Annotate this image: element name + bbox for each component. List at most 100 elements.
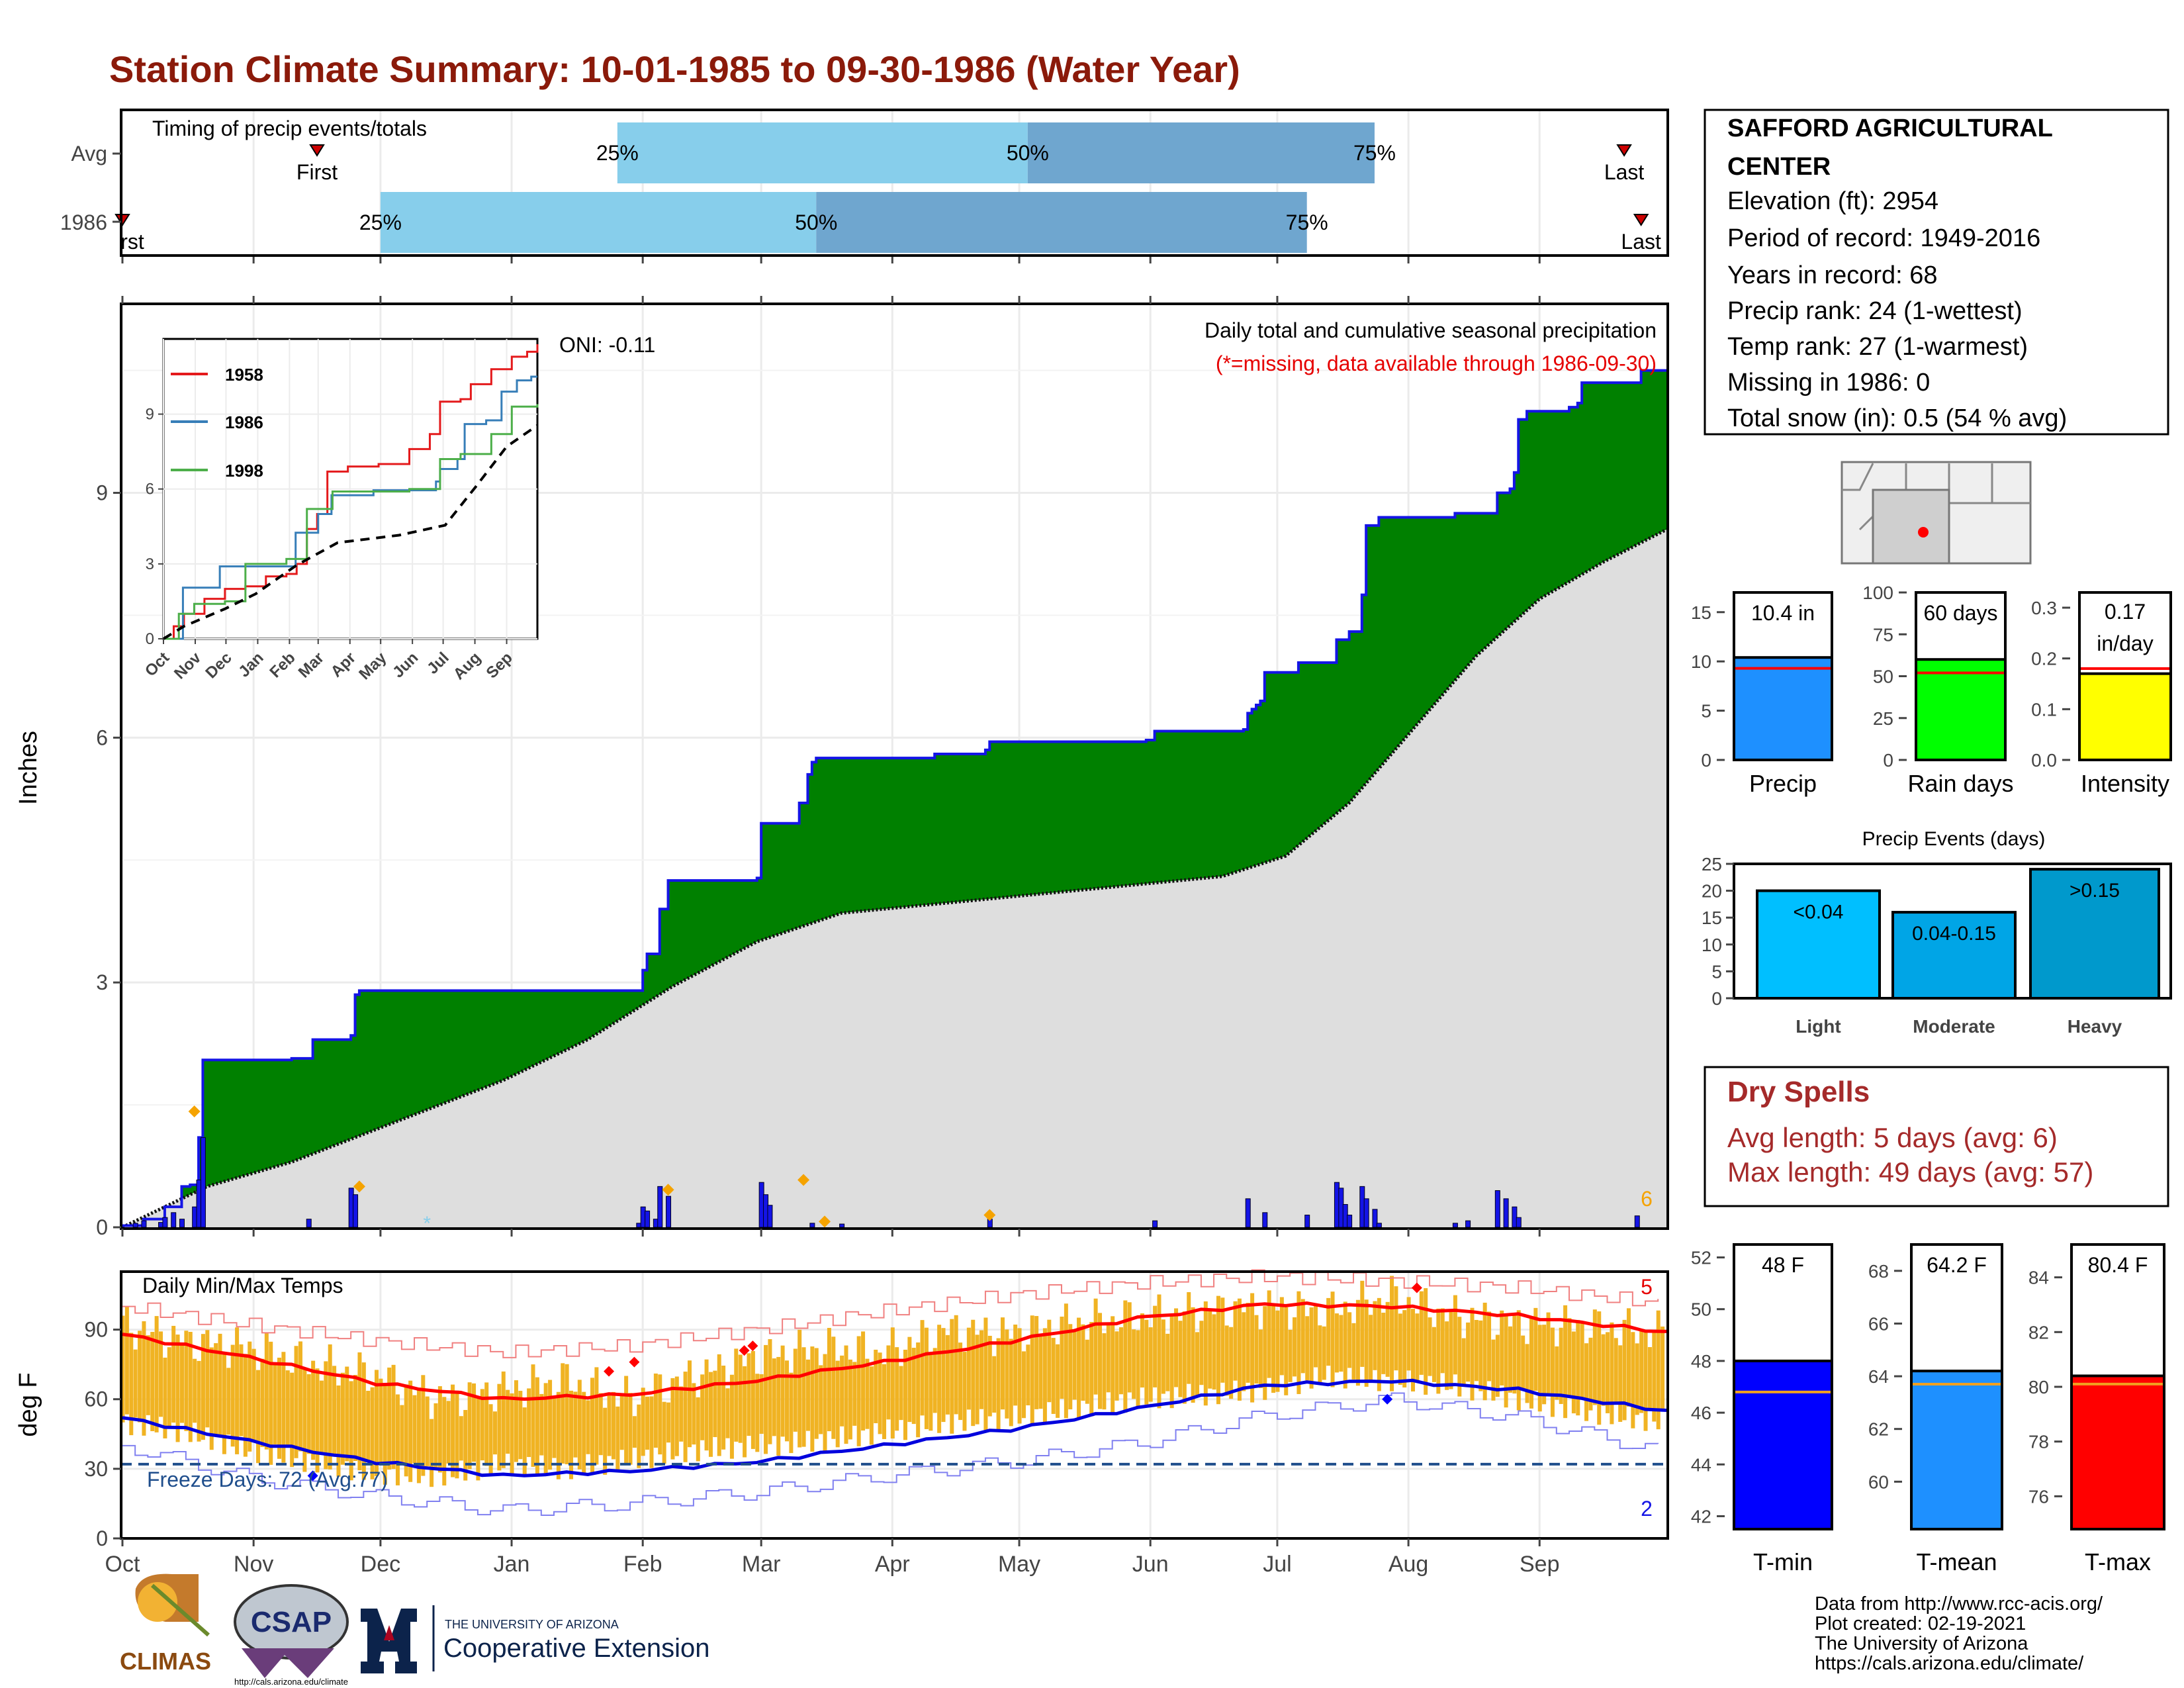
daily-temp-range-bar xyxy=(146,1335,150,1415)
daily-temp-range-bar xyxy=(459,1416,463,1461)
summary-panel-frame xyxy=(1915,591,2007,761)
inset-series-1998 xyxy=(163,404,539,640)
daily-temp-range-bar xyxy=(852,1362,857,1426)
daily-temp-range-bar xyxy=(734,1348,739,1442)
precip-events-bars: 0 5 10 15 20 25 <0.04 Light 0.04-0.15 Moderate >0.… xyxy=(1702,854,2172,1037)
precip-events-title: Precip Events (days) xyxy=(1862,828,2046,850)
first-event-label: rst xyxy=(120,230,144,254)
last-event-label: Last xyxy=(1604,160,1645,184)
daily-temp-range-bar xyxy=(1491,1339,1496,1401)
daily-temp-range-bar xyxy=(455,1390,459,1479)
daily-temp-range-bar xyxy=(878,1352,882,1434)
last-event-marker xyxy=(1616,144,1632,157)
summary-y-tick-label: 82 xyxy=(2028,1322,2049,1342)
daily-temp-range-bar xyxy=(404,1384,408,1477)
daily-temp-range-bar xyxy=(1144,1319,1149,1405)
footer-line-2: Plot created: 02-19-2021 xyxy=(1815,1613,2026,1634)
daily-temp-range-bar xyxy=(598,1393,603,1456)
daily-temp-range-bar xyxy=(1402,1310,1407,1388)
daily-temp-range-bar xyxy=(1038,1334,1043,1409)
daily-temp-range-bar xyxy=(345,1366,349,1462)
daily-temp-range-bar xyxy=(1385,1301,1390,1377)
daily-temp-range-bar xyxy=(1085,1339,1089,1404)
daily-temp-range-bar xyxy=(1369,1315,1373,1380)
daily-temp-range-bar xyxy=(1563,1305,1568,1419)
daily-temp-range-bar xyxy=(1132,1329,1136,1399)
daily-temp-range-bar xyxy=(1233,1301,1238,1381)
daily-temp-range-bar xyxy=(1436,1308,1441,1394)
daily-temp-range-bar xyxy=(890,1327,895,1439)
record-daily-precip-marker xyxy=(662,1184,674,1196)
summary-y-tick-label: 80 xyxy=(2028,1377,2049,1397)
daily-temp-range-bar xyxy=(294,1346,298,1458)
daily-temp-range-bar xyxy=(1440,1308,1445,1374)
temperature-month-label: Dec xyxy=(361,1552,400,1577)
summary-bar-precip xyxy=(1733,656,1833,761)
daily-temp-range-bar xyxy=(535,1377,539,1476)
daily-temp-range-bar xyxy=(882,1364,887,1439)
daily-precip-bar xyxy=(1363,1198,1369,1228)
precip-events-y-tick-label: 20 xyxy=(1702,881,1722,902)
daily-temp-range-bar xyxy=(1487,1311,1492,1382)
daily-temp-range-bar xyxy=(1267,1290,1271,1378)
summary-category-label: T-max xyxy=(2085,1548,2151,1575)
daily-precip-bar xyxy=(179,1219,185,1228)
daily-temp-range-bar xyxy=(844,1345,848,1444)
daily-temp-range-bar xyxy=(920,1320,925,1416)
station-temp-rank: Temp rank: 27 (1-warmest) xyxy=(1727,333,2028,361)
daily-temp-range-bar xyxy=(1470,1307,1475,1401)
precip-events-bar-moderate xyxy=(1891,911,2017,1000)
daily-temp-range-bar xyxy=(1516,1310,1521,1411)
daily-temp-range-bar xyxy=(907,1336,912,1423)
precip-events-category-label: Light xyxy=(1796,1016,1841,1037)
timing-pct-label: 25% xyxy=(596,141,639,165)
daily-temp-range-bar xyxy=(1597,1311,1602,1425)
summary-y-tick-label: 0.1 xyxy=(2031,699,2057,720)
daily-temp-range-bar xyxy=(1495,1335,1500,1397)
record-high-marker xyxy=(629,1356,640,1368)
daily-temp-range-bar xyxy=(1077,1317,1081,1420)
daily-temp-range-bar xyxy=(1500,1310,1504,1386)
daily-temp-range-bar xyxy=(472,1383,477,1462)
temperature-title: Daily Min/Max Temps xyxy=(142,1274,343,1297)
daily-temp-range-bar xyxy=(865,1358,870,1429)
daily-temp-range-bar xyxy=(387,1367,392,1470)
record-daily-precip-marker xyxy=(983,1209,996,1221)
daily-temp-range-bar xyxy=(361,1362,366,1480)
daily-temp-range-bar xyxy=(743,1366,747,1458)
daily-temp-range-bar xyxy=(124,1306,129,1415)
above-average-precip-area xyxy=(122,370,1666,1228)
daily-temp-range-bar xyxy=(831,1336,836,1439)
ua-small-text: THE UNIVERSITY OF ARIZONA xyxy=(445,1618,619,1631)
timing-title: Timing of precip events/totals xyxy=(152,117,427,140)
daily-temp-range-bar xyxy=(996,1338,1001,1430)
daily-temp-range-bar xyxy=(332,1366,337,1455)
daily-temp-range-bar xyxy=(717,1354,721,1456)
daily-precip-bar xyxy=(839,1223,845,1228)
daily-temp-range-bar xyxy=(1284,1307,1289,1395)
temperature-month-label: Jun xyxy=(1132,1552,1169,1577)
page-title: Station Climate Summary: 10-01-1985 to 0… xyxy=(109,48,1240,90)
daily-temp-range-bar xyxy=(624,1376,629,1465)
daily-temp-range-bar xyxy=(670,1378,675,1460)
summary-y-tick-label: 46 xyxy=(1691,1403,1711,1423)
daily-temp-range-bar xyxy=(785,1360,790,1442)
cumulative-subtitle: (*=missing, data available through 1986-… xyxy=(1216,352,1657,375)
daily-temp-range-bar xyxy=(738,1354,743,1443)
station-years: Years in record: 68 xyxy=(1727,261,1938,289)
daily-temp-range-bar xyxy=(531,1364,535,1467)
daily-temp-range-bar xyxy=(683,1372,688,1462)
daily-temp-range-bar xyxy=(1005,1329,1009,1419)
daily-temp-range-bar xyxy=(641,1387,645,1456)
daily-temp-range-bar xyxy=(1153,1305,1158,1387)
daily-precip-bar xyxy=(353,1194,359,1228)
daily-temp-range-bar xyxy=(340,1372,345,1465)
summary-y-tick-label: 15 xyxy=(1691,602,1711,623)
timing-row-label-avg: Avg xyxy=(71,142,107,165)
csap-logo: CSAP http://cals.arizona.edu/climate xyxy=(234,1584,349,1687)
daily-temp-range-bar xyxy=(357,1352,362,1471)
daily-temp-range-bar xyxy=(1571,1331,1576,1414)
summary-y-tick-label: 75 xyxy=(1873,624,1893,645)
daily-temp-range-bar xyxy=(874,1349,878,1423)
daily-temp-range-bar xyxy=(1567,1318,1572,1398)
